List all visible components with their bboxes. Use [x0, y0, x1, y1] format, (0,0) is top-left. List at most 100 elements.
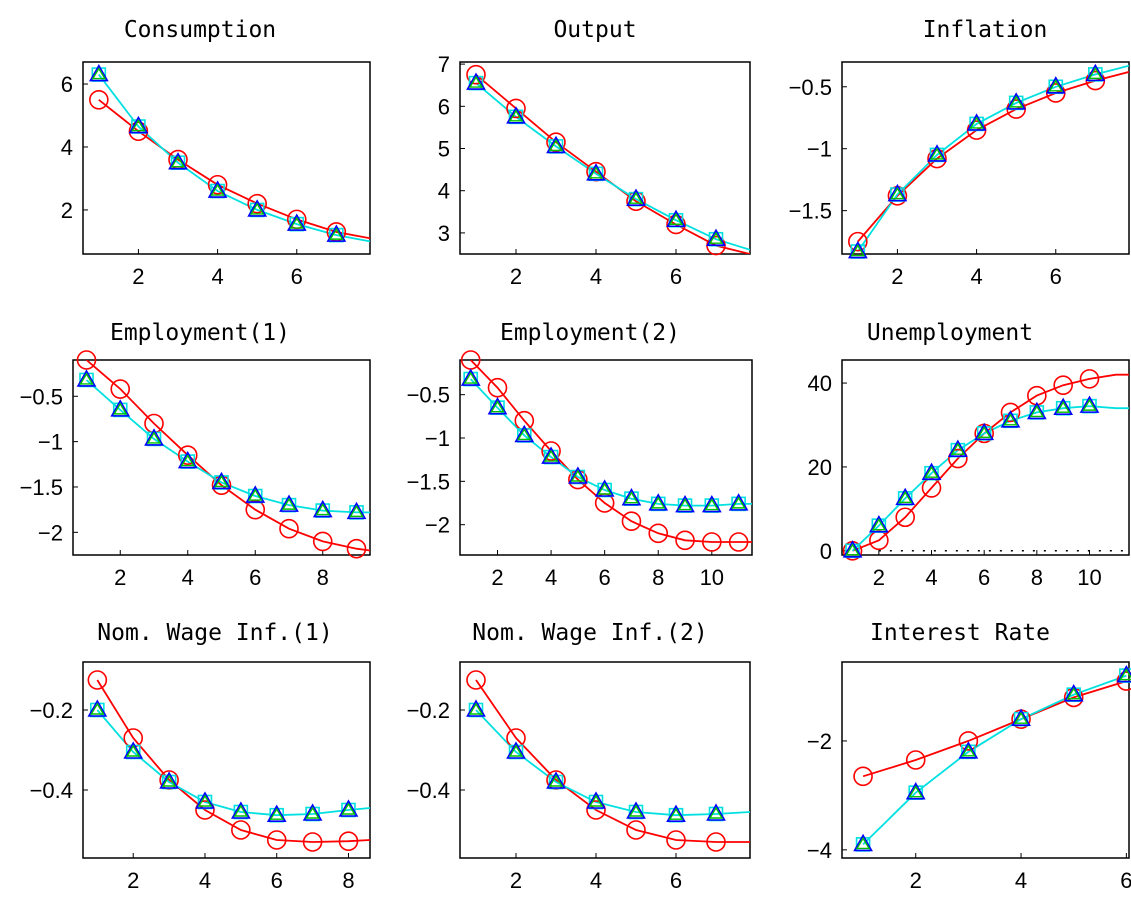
marker-circle	[675, 530, 695, 551]
plot-area	[862, 674, 1127, 846]
marker-triangle-blue	[648, 493, 669, 511]
marker-circle	[506, 98, 526, 119]
marker-triangle-blue	[466, 699, 486, 717]
marker-triangle-green	[961, 744, 976, 757]
marker-triangle-green	[490, 400, 505, 413]
axes-box	[82, 661, 371, 859]
x-tick-label: 6	[1120, 868, 1131, 893]
x-tick-label: 4	[590, 868, 602, 893]
marker-triangle-green	[708, 806, 724, 819]
marker-circle	[586, 800, 606, 820]
marker-circle	[266, 830, 287, 850]
marker-circle	[626, 820, 646, 840]
marker-triangle-green	[329, 227, 344, 240]
marker-triangle-green	[113, 402, 128, 415]
marker-triangle-blue	[626, 801, 646, 819]
marker-triangle-green	[708, 231, 724, 244]
marker-triangle-blue	[541, 446, 561, 464]
x-tick-label: 4	[182, 565, 194, 590]
x-tick-label: 6	[271, 868, 283, 893]
axes-box	[841, 61, 1130, 255]
y-tick-label: −0.4	[407, 778, 450, 803]
x-tick-label: 8	[1031, 565, 1043, 590]
marker-triangle-green	[969, 116, 984, 129]
x-tick-label: 2	[891, 264, 903, 289]
y-tick-label: −1.5	[407, 469, 450, 494]
y-tick-label: −1	[807, 137, 832, 162]
marker-triangle-green	[1003, 413, 1018, 426]
marker-triangle-green	[90, 702, 105, 715]
marker-circle	[706, 832, 726, 852]
marker-circle	[487, 377, 508, 398]
marker-triangle-blue	[895, 487, 916, 506]
marker-circle	[247, 193, 267, 214]
marker-triangle-blue	[921, 462, 942, 481]
marker-triangle-blue	[1011, 708, 1031, 726]
y-tick-label: 3	[438, 221, 450, 246]
y-tick-label: 20	[808, 455, 832, 480]
marker-triangle-blue	[621, 488, 642, 506]
marker-triangle-blue	[853, 833, 873, 852]
marker-triangle-green	[79, 372, 94, 385]
marker-triangle-blue	[1006, 92, 1027, 110]
panel-output: Output 2 4 6 3 4 5 6 7	[438, 17, 751, 289]
marker-circle	[1053, 375, 1073, 395]
marker-triangle-green	[248, 488, 263, 501]
marker-triangle-green	[548, 774, 564, 787]
marker-circle	[89, 89, 109, 110]
marker-triangle-blue	[1063, 684, 1084, 702]
marker-triangle-green	[850, 244, 866, 257]
marker-circle	[895, 507, 915, 528]
panel-title: Interest Rate	[870, 620, 1050, 646]
marker-triangle-green	[1055, 400, 1071, 413]
series-line-red	[85, 360, 370, 552]
marker-circle	[728, 532, 749, 552]
marker-circle	[666, 830, 686, 850]
x-tick-label: 4	[970, 264, 982, 289]
x-tick-label: 8	[317, 565, 329, 590]
marker-circle	[207, 174, 228, 195]
panel-title: Nom. Wage Inf.(2)	[472, 620, 707, 646]
x-tick-label: 4	[590, 264, 602, 289]
series-line-red	[470, 360, 752, 543]
y-tick-label: −2	[38, 520, 63, 545]
marker-triangle-green	[731, 496, 746, 509]
x-tick-label: 6	[1050, 264, 1062, 289]
marker-circle	[312, 531, 333, 552]
marker-triangle-green	[588, 794, 604, 807]
marker-triangle-green	[269, 807, 284, 820]
marker-triangle-green	[704, 498, 720, 511]
marker-triangle-blue	[312, 499, 333, 518]
x-tick-label: 2	[127, 868, 139, 893]
marker-triangle-blue	[177, 450, 198, 469]
marker-triangle-blue	[1026, 401, 1047, 420]
panel-title: Output	[553, 17, 636, 43]
y-tick-label: 0	[820, 539, 832, 564]
x-tick-label: 6	[670, 264, 682, 289]
marker-circle	[466, 670, 486, 690]
marker-circle	[110, 379, 131, 399]
marker-triangle-green	[131, 119, 146, 132]
marker-circle	[87, 670, 108, 690]
marker-triangle-blue	[128, 115, 149, 134]
axes-box	[459, 359, 753, 556]
marker-triangle-green	[1048, 79, 1064, 92]
marker-triangle-blue	[88, 63, 109, 82]
marker-triangle-blue	[266, 804, 287, 823]
plot-area	[470, 360, 752, 543]
marker-triangle-green	[1029, 405, 1045, 418]
marker-triangle-green	[508, 109, 524, 122]
marker-triangle-green	[548, 139, 564, 152]
marker-triangle-green	[1008, 95, 1024, 108]
marker-triangle-blue	[110, 399, 131, 417]
marker-triangle-blue	[302, 803, 323, 821]
marker-circle	[76, 350, 97, 370]
marker-triangle-green	[170, 155, 186, 168]
marker-circle	[338, 831, 359, 852]
marker-triangle-green	[929, 147, 945, 160]
y-tick-label: −0.5	[789, 75, 832, 100]
marker-triangle-green	[950, 442, 966, 455]
marker-triangle-green	[871, 518, 887, 531]
y-tick-label: −2	[807, 729, 832, 754]
y-tick-label: 2	[61, 198, 73, 223]
